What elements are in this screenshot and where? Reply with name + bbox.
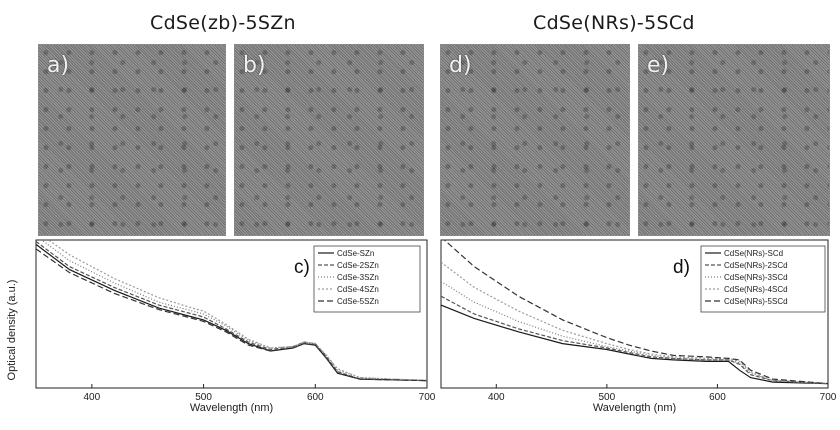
legend-entry: CdSe-2SZn — [337, 261, 379, 270]
legend-entry: CdSe-3SZn — [337, 273, 379, 282]
y-axis-label: Optical density (a.u.) — [6, 280, 18, 381]
legend-entry: CdSe-SZn — [337, 249, 374, 258]
legend-entry: CdSe(NRs)-SCd — [724, 249, 783, 258]
series-lines — [36, 240, 427, 382]
x-tick-label: 600 — [307, 392, 324, 403]
x-tick-label: 400 — [488, 392, 505, 403]
series-lines — [441, 240, 828, 385]
legend-entry: CdSe-5SZn — [337, 297, 379, 306]
legend-entry: CdSe(NRs)-2SCd — [724, 261, 788, 270]
tem-image-d: d) — [440, 44, 630, 236]
series-line — [441, 261, 828, 385]
x-tick-label: 500 — [195, 392, 212, 403]
legend-entry: CdSe-4SZn — [337, 285, 379, 294]
absorption-chart-d: 400 500 600 700 Wavelength (nm) CdSe(NRs)-SCd… — [440, 239, 837, 414]
series-line — [441, 295, 828, 385]
tem-image-a: a) — [38, 44, 226, 236]
plot-frame — [35, 239, 428, 389]
x-axis-label: Wavelength (nm) — [190, 402, 273, 414]
x-axis-label: Wavelength (nm) — [593, 402, 676, 414]
x-tick-label: 500 — [599, 392, 616, 403]
series-line — [441, 304, 828, 385]
series-line — [36, 248, 427, 382]
tem-label-b: b) — [243, 53, 266, 78]
plot-frame — [440, 239, 829, 389]
legend-entry: CdSe(NRs)-3SCd — [724, 273, 788, 282]
series-line — [36, 241, 427, 382]
legend-entry: CdSe(NRs)-5SCd — [724, 297, 788, 306]
x-tick-label: 700 — [419, 392, 436, 403]
panel-label: d) — [673, 257, 690, 278]
tem-label-a: a) — [47, 53, 70, 78]
series-line — [443, 240, 828, 385]
panel-label: c) — [294, 257, 310, 278]
tem-image-e: e) — [638, 44, 830, 236]
x-tick-label: 400 — [84, 392, 101, 403]
tem-label-e: e) — [647, 53, 670, 78]
absorption-chart-c: 400 500 600 700 Wavelength (nm) CdSe-SZn CdSe-… — [35, 239, 436, 414]
x-tick-label: 700 — [820, 392, 837, 403]
legend-entry: CdSe(NRs)-4SCd — [724, 285, 788, 294]
x-tick-label: 600 — [709, 392, 726, 403]
series-line — [36, 243, 427, 382]
legend-box — [700, 245, 826, 313]
series-line — [40, 240, 427, 382]
tem-image-b: b) — [234, 44, 424, 236]
tem-label-d: d) — [449, 53, 472, 78]
right-group-title: CdSe(NRs)-5SCd — [533, 12, 695, 34]
left-group-title: CdSe(zb)-5SZn — [150, 12, 296, 34]
